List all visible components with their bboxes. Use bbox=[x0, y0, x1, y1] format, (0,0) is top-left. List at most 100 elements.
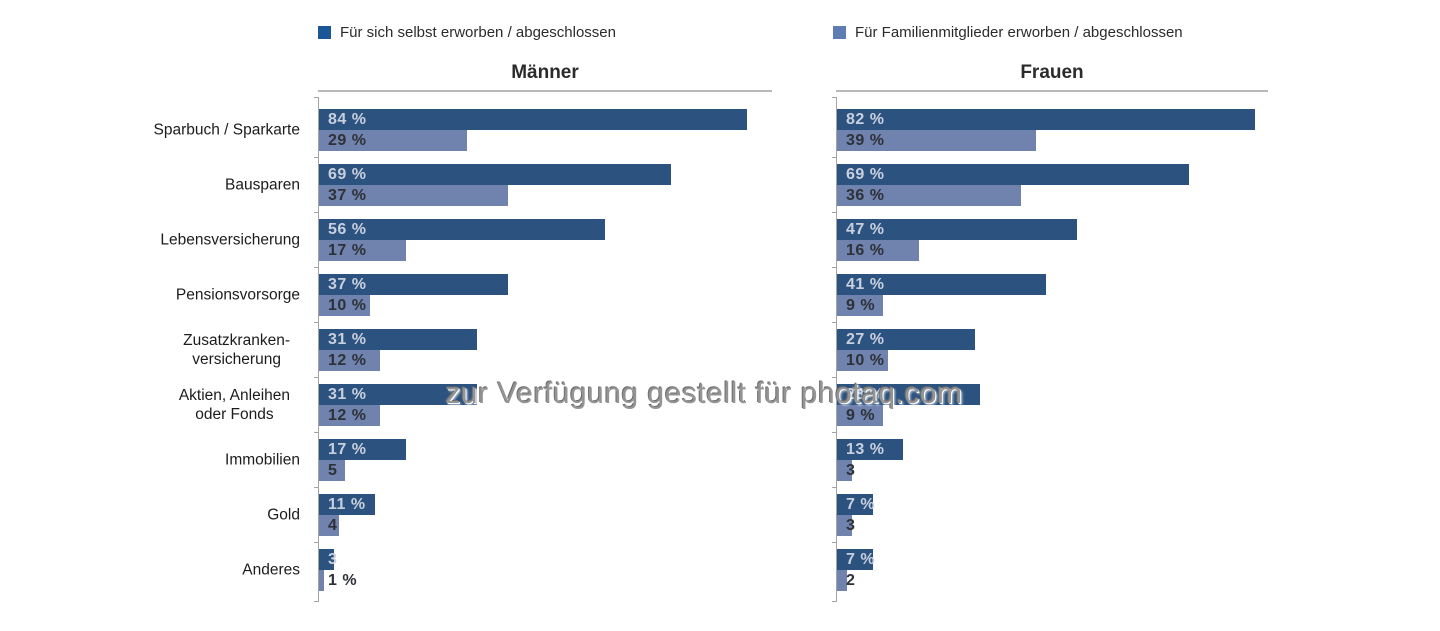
title-underline-women bbox=[836, 90, 1268, 92]
bar-value-label: 31 % bbox=[328, 386, 367, 403]
axis-tick bbox=[832, 487, 837, 488]
bar-value-label: 9 % bbox=[846, 297, 876, 314]
bar-value-label: 11 % bbox=[328, 496, 366, 513]
bar-self-acquired: 37 % bbox=[319, 274, 508, 295]
bar-family-acquired: 4 bbox=[319, 515, 340, 536]
bar-family-acquired: 17 % bbox=[319, 240, 406, 261]
axis-tick bbox=[832, 377, 837, 378]
legend-label-family: Für Familienmitglieder erworben / abgesc… bbox=[855, 24, 1183, 41]
bar-value-label: 3 bbox=[846, 462, 856, 479]
bar-value-label: 36 % bbox=[846, 187, 885, 204]
bar-value-label: 39 % bbox=[846, 132, 885, 149]
bar-family-acquired: 1 % bbox=[319, 570, 357, 591]
bar-self-acquired: 7 % bbox=[837, 494, 876, 515]
bar-self-acquired: 69 % bbox=[319, 164, 671, 185]
bar-family-acquired: 36 % bbox=[837, 185, 1021, 206]
category-label: Anderes bbox=[242, 561, 300, 579]
category-label: Lebensversicherung bbox=[160, 231, 300, 249]
bar-family-acquired: 29 % bbox=[319, 130, 467, 151]
bar-value-label: 17 % bbox=[328, 441, 367, 458]
legend-label-self: Für sich selbst erworben / abgeschlossen bbox=[340, 24, 616, 41]
bar-value-label: 13 % bbox=[846, 441, 885, 458]
bar-family-acquired: 9 % bbox=[837, 405, 883, 426]
bar-value-label: 37 % bbox=[328, 276, 367, 293]
bar-family-acquired: 5 bbox=[319, 460, 345, 481]
axis-tick bbox=[832, 432, 837, 433]
panel-title-men: Männer bbox=[511, 62, 579, 83]
bar-self-acquired: 27 % bbox=[837, 329, 975, 350]
bar-value-label: 29 % bbox=[328, 132, 367, 149]
bar-value-label: 9 % bbox=[846, 407, 876, 424]
bar-panel-women: 82 % 39 % 69 % 36 % 47 % 16 % 41 % 9 % 27 % 10 % 2… bbox=[832, 97, 1307, 602]
bar-family-acquired: 9 % bbox=[837, 295, 883, 316]
bar-self-acquired: 56 % bbox=[319, 219, 605, 240]
bar-value-label: 1 % bbox=[328, 572, 358, 589]
title-underline-men bbox=[318, 90, 772, 92]
category-label: Gold bbox=[267, 506, 300, 524]
bar-family-acquired: 12 % bbox=[319, 405, 381, 426]
axis-tick bbox=[314, 487, 319, 488]
bar-value-label: 3 bbox=[328, 551, 338, 568]
axis-tick bbox=[832, 542, 837, 543]
panel-title-women: Frauen bbox=[1020, 62, 1084, 83]
legend-item-family: Für Familienmitglieder erworben / abgesc… bbox=[833, 24, 1183, 41]
bar-value-label: 5 bbox=[328, 462, 338, 479]
legend-item-self: Für sich selbst erworben / abgeschlossen bbox=[318, 24, 616, 41]
axis-tick bbox=[832, 212, 837, 213]
axis-tick bbox=[314, 157, 319, 158]
bar-panel-men: 84 % 29 % 69 % 37 % 56 % 17 % 37 % 10 % 31 % 12 %… bbox=[314, 97, 789, 602]
bar-value-label: 10 % bbox=[846, 352, 885, 369]
bar-value-label: 37 % bbox=[328, 187, 367, 204]
bar-self-acquired: 7 % bbox=[837, 549, 876, 570]
bar-value-label: 31 % bbox=[328, 331, 367, 348]
bar-family-acquired: 16 % bbox=[837, 240, 919, 261]
bar-family-acquired: 37 % bbox=[319, 185, 508, 206]
bar-family-acquired: 3 bbox=[837, 460, 856, 481]
bar-value-label: 3 bbox=[846, 517, 856, 534]
axis-tick bbox=[314, 601, 319, 602]
category-label: Aktien, Anleihen oder Fonds bbox=[178, 387, 290, 423]
bar-family-acquired: 3 bbox=[837, 515, 856, 536]
bar-value-label: 69 % bbox=[328, 166, 367, 183]
bar-family-acquired: 2 bbox=[837, 570, 855, 591]
axis-tick bbox=[832, 157, 837, 158]
bar-value-label: 28 % bbox=[846, 386, 885, 403]
axis-tick bbox=[314, 432, 319, 433]
axis-tick bbox=[832, 322, 837, 323]
bar-value-label: 69 % bbox=[846, 166, 885, 183]
category-label: Pensionsvorsorge bbox=[175, 286, 300, 304]
axis-tick bbox=[314, 377, 319, 378]
axis-tick bbox=[314, 212, 319, 213]
bar-value-label: 2 bbox=[846, 572, 856, 589]
bar-self-acquired: 28 % bbox=[837, 384, 980, 405]
bar-value-label: 27 % bbox=[846, 331, 885, 348]
bar-family-acquired: 39 % bbox=[837, 130, 1036, 151]
bar-self-acquired: 3 bbox=[319, 549, 338, 570]
bar-family-acquired: 10 % bbox=[319, 295, 370, 316]
bar-value-label: 17 % bbox=[328, 242, 367, 259]
bar-value-label: 84 % bbox=[328, 111, 367, 128]
axis-tick bbox=[314, 322, 319, 323]
bar-self-acquired: 41 % bbox=[837, 274, 1047, 295]
axis-tick bbox=[832, 97, 837, 98]
bar-self-acquired: 31 % bbox=[319, 384, 478, 405]
category-label: Zusatzkranken-versicherung bbox=[183, 332, 290, 368]
bar-value-label: 12 % bbox=[328, 407, 367, 424]
bar-value-label: 7 % bbox=[846, 551, 876, 568]
bar-self-acquired: 69 % bbox=[837, 164, 1189, 185]
bar-value-label: 10 % bbox=[328, 297, 367, 314]
bar-self-acquired: 13 % bbox=[837, 439, 904, 460]
bar-value-label: 82 % bbox=[846, 111, 885, 128]
legend-swatch-self-icon bbox=[318, 26, 331, 39]
bar-self-acquired: 47 % bbox=[837, 219, 1077, 240]
bar-family-acquired: 12 % bbox=[319, 350, 381, 371]
watermark-text: zur Verfügung gestellt für photaq.com bbox=[445, 377, 963, 410]
axis-tick bbox=[314, 267, 319, 268]
bar-family-acquired: 10 % bbox=[837, 350, 888, 371]
category-label: Immobilien bbox=[225, 451, 300, 469]
bar-value-label: 7 % bbox=[846, 496, 876, 513]
bar-value-label: 41 % bbox=[846, 276, 885, 293]
bar-value-label: 12 % bbox=[328, 352, 367, 369]
bar-value-label: 56 % bbox=[328, 221, 367, 238]
